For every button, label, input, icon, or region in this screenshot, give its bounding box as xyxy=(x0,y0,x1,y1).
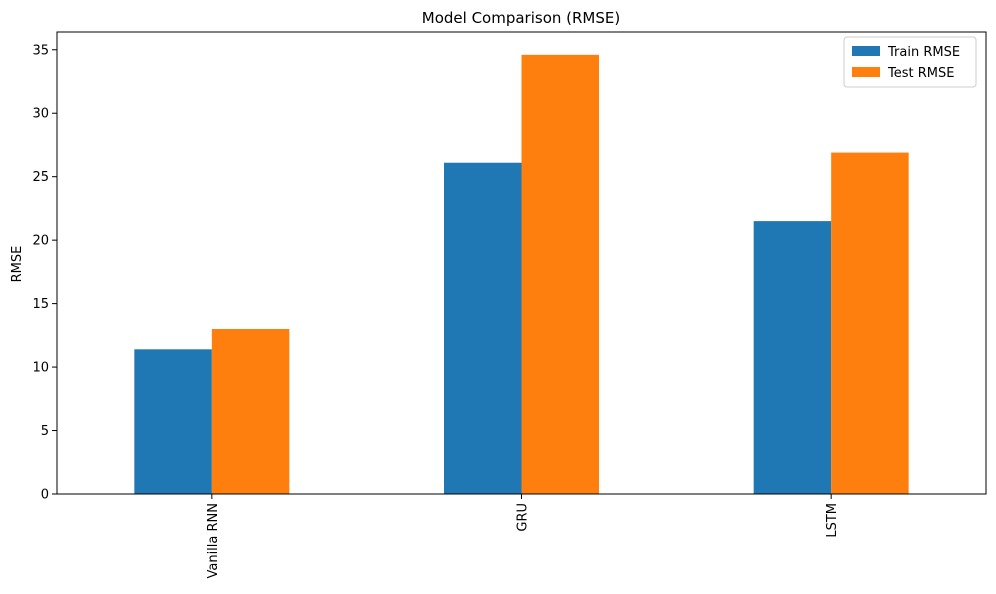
y-tick-label: 20 xyxy=(32,234,49,249)
x-tick-label: GRU xyxy=(516,503,531,532)
y-axis: 0 5 10 15 20 25 30 35 xyxy=(32,43,57,503)
y-tick-label: 0 xyxy=(41,488,49,503)
chart-title: Model Comparison (RMSE) xyxy=(422,9,620,27)
y-tick-label: 5 xyxy=(41,424,49,439)
legend-label: Test RMSE xyxy=(887,66,954,81)
y-tick-label: 15 xyxy=(32,297,49,312)
y-axis-label: RMSE xyxy=(10,246,25,283)
y-tick-label: 35 xyxy=(32,43,49,58)
y-tick-label: 25 xyxy=(32,170,49,185)
plot-area xyxy=(56,31,987,495)
legend-label: Train RMSE xyxy=(887,45,960,60)
bar-test-0 xyxy=(211,329,290,494)
bar-test-2 xyxy=(831,152,909,495)
legend-swatch xyxy=(852,46,880,56)
bar-train-2 xyxy=(753,221,832,494)
legend: Train RMSE Test RMSE xyxy=(843,36,977,88)
bar-test-1 xyxy=(521,54,599,494)
x-tick-label: LSTM xyxy=(825,503,840,538)
x-axis: Vanilla RNN GRU LSTM xyxy=(206,494,840,579)
y-tick-label: 30 xyxy=(32,107,49,122)
y-tick-label: 10 xyxy=(32,361,49,376)
legend-swatch xyxy=(852,67,880,77)
bar-train-1 xyxy=(444,162,522,494)
bar-train-0 xyxy=(134,349,212,494)
x-tick-label: Vanilla RNN xyxy=(206,503,221,579)
